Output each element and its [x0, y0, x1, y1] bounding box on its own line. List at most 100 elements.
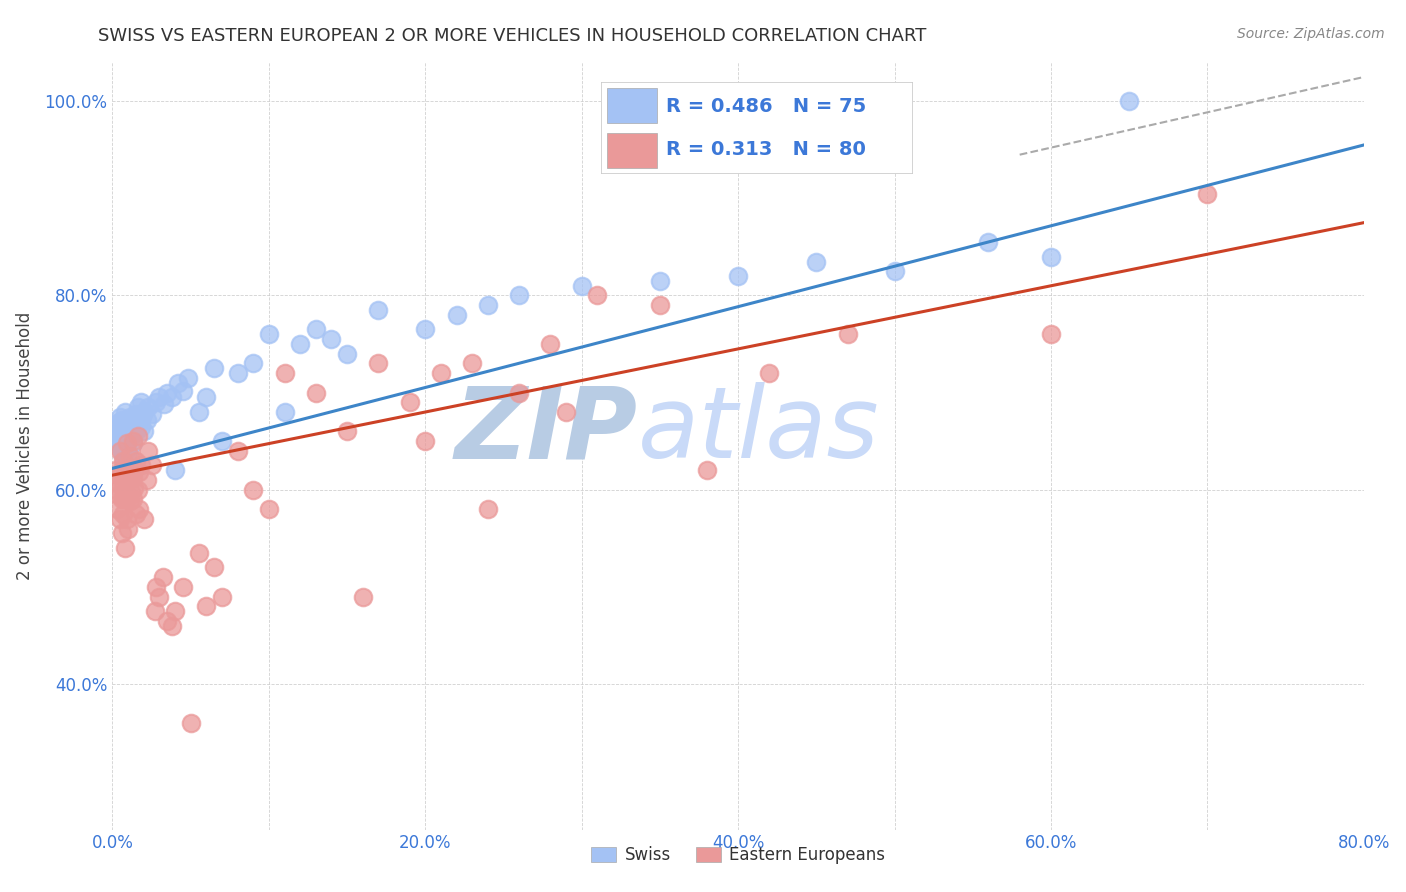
Point — [555, 405, 578, 419]
Point — [883, 264, 905, 278]
Point — [273, 366, 295, 380]
Point — [115, 512, 138, 526]
Point — [110, 409, 132, 424]
Point — [117, 415, 139, 429]
Point — [115, 442, 138, 456]
Point — [806, 254, 828, 268]
Point — [242, 356, 264, 370]
Point — [128, 412, 150, 426]
Point — [112, 478, 135, 492]
Point — [112, 453, 135, 467]
Point — [114, 419, 136, 434]
Point — [110, 478, 132, 492]
Point — [112, 507, 135, 521]
Point — [125, 425, 148, 439]
Point — [107, 434, 129, 449]
Point — [336, 425, 359, 439]
Point — [143, 604, 166, 618]
Point — [117, 522, 139, 536]
Point — [115, 426, 138, 441]
Point — [153, 397, 176, 411]
Point — [107, 415, 129, 429]
Point — [110, 443, 132, 458]
Point — [118, 494, 141, 508]
Point — [125, 453, 148, 467]
Point — [461, 356, 484, 370]
Point — [195, 599, 218, 614]
Point — [127, 417, 149, 431]
Point — [430, 366, 453, 380]
Point — [152, 570, 174, 584]
Point — [148, 590, 170, 604]
Point — [114, 405, 136, 419]
Point — [508, 385, 530, 400]
Point — [156, 614, 179, 628]
Point — [118, 409, 141, 424]
Point — [121, 421, 143, 435]
Point — [114, 492, 136, 507]
Point — [257, 502, 280, 516]
Point — [114, 468, 136, 483]
Point — [114, 434, 136, 449]
Point — [145, 580, 167, 594]
Point — [367, 356, 389, 370]
Point — [132, 405, 155, 419]
Point — [172, 580, 194, 594]
Point — [367, 303, 389, 318]
Point — [127, 429, 149, 443]
Point — [305, 322, 328, 336]
Point — [837, 327, 859, 342]
Point — [477, 298, 499, 312]
Point — [121, 436, 143, 450]
Point — [117, 465, 139, 479]
Point — [167, 376, 190, 390]
Point — [141, 407, 163, 421]
Point — [160, 618, 183, 632]
Point — [129, 458, 152, 473]
Text: atlas: atlas — [638, 382, 880, 479]
Point — [226, 443, 249, 458]
Point — [104, 429, 127, 443]
Point — [477, 502, 499, 516]
Point — [112, 417, 135, 431]
Point — [111, 526, 134, 541]
Point — [727, 268, 749, 283]
Point — [163, 604, 186, 618]
Point — [586, 288, 609, 302]
Point — [648, 274, 671, 288]
Point — [127, 400, 149, 414]
Point — [128, 502, 150, 516]
Point — [156, 385, 179, 400]
Point — [211, 590, 233, 604]
Point — [128, 465, 150, 479]
Point — [125, 407, 148, 421]
Point — [105, 425, 128, 439]
Point — [118, 471, 141, 485]
Point — [125, 507, 148, 521]
Point — [105, 483, 128, 497]
Point — [129, 395, 152, 409]
Point — [127, 483, 149, 497]
Point — [117, 446, 139, 460]
Point — [1039, 250, 1063, 264]
Point — [112, 429, 135, 443]
Point — [132, 425, 155, 439]
Point — [120, 484, 142, 499]
Point — [124, 481, 146, 495]
Point — [138, 443, 160, 458]
Point — [132, 512, 155, 526]
Point — [110, 425, 132, 439]
Point — [131, 409, 153, 424]
Point — [120, 429, 142, 443]
Point — [415, 322, 437, 336]
Y-axis label: 2 or more Vehicles in Household: 2 or more Vehicles in Household — [15, 312, 34, 580]
Point — [977, 235, 1000, 249]
Point — [110, 439, 132, 453]
Legend: Swiss, Eastern Europeans: Swiss, Eastern Europeans — [585, 839, 891, 871]
Point — [121, 492, 143, 507]
Point — [129, 419, 152, 434]
Point — [352, 590, 374, 604]
Point — [118, 425, 141, 439]
Point — [138, 400, 160, 414]
Point — [145, 395, 167, 409]
